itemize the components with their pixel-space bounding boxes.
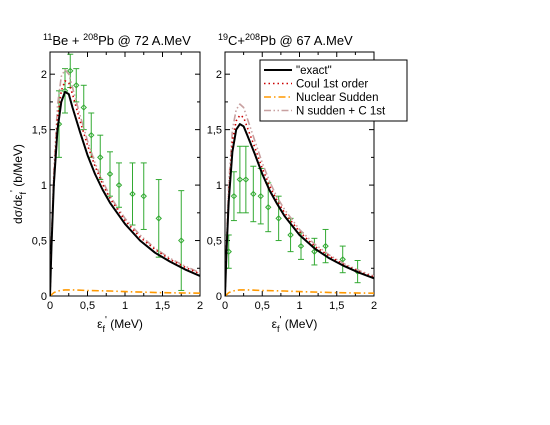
series-line xyxy=(225,123,374,296)
data-point xyxy=(80,104,87,111)
data-point xyxy=(230,192,238,200)
series-line xyxy=(225,103,374,296)
data-point xyxy=(106,170,114,178)
series-line xyxy=(50,90,200,296)
data-point xyxy=(236,176,244,183)
x-tick-label: 0,5 xyxy=(80,300,95,312)
data-point xyxy=(67,67,74,75)
y-tick-label: 1,5 xyxy=(32,125,47,137)
data-point xyxy=(178,237,185,244)
legend-label: N sudden + C 1st xyxy=(296,106,386,118)
legend-label: Coul 1st order xyxy=(296,79,368,91)
x-tick-label: 1 xyxy=(122,300,128,312)
data-point xyxy=(73,82,80,89)
data-point xyxy=(311,248,318,255)
data-point xyxy=(265,204,272,211)
series-line xyxy=(50,68,200,296)
series-line xyxy=(50,289,200,296)
chart-title: 19C+208Pb @ 67 A.MeV xyxy=(218,32,353,48)
data-point xyxy=(129,190,136,198)
data-point xyxy=(155,215,162,222)
data-point xyxy=(297,242,305,250)
data-point xyxy=(275,215,282,222)
x-tick-label: 0 xyxy=(47,300,53,312)
data-point xyxy=(322,242,329,250)
y-tick-label: 2 xyxy=(216,69,222,81)
data-point xyxy=(339,256,346,263)
right-panel: 0 0,5 1 1,5 2 0 0,5 1 1,5 2 19C+208Pb @ 67 A.MeV εf… xyxy=(207,32,408,334)
data-point xyxy=(88,131,95,139)
y-tick-label: 1 xyxy=(216,180,222,192)
data-point xyxy=(115,181,123,189)
x-tick-label: 0 xyxy=(222,300,228,312)
y-tick-label: 0,5 xyxy=(32,236,47,248)
data-point xyxy=(55,120,63,128)
data-point xyxy=(250,190,257,198)
data-point xyxy=(97,154,104,161)
chart-title: 11Be + 208Pb @ 72 A.MeV xyxy=(43,32,191,48)
x-tick-label: 1,5 xyxy=(329,300,344,312)
legend-label: "exact" xyxy=(296,65,332,77)
data-point xyxy=(140,192,147,200)
left-panel: 0 0,5 1 1,5 2 0 0,5 1 1,5 2 11Be + 208Pb @ 72 A.Me… xyxy=(9,32,203,334)
data-point xyxy=(242,176,250,183)
series-line xyxy=(50,80,200,296)
series-line xyxy=(225,289,374,296)
data-point xyxy=(257,192,264,200)
legend-label: Nuclear Sudden xyxy=(296,92,378,104)
y-tick-label: 2 xyxy=(41,69,47,81)
y-tick-label: 1,5 xyxy=(207,125,222,137)
x-tick-label: 2 xyxy=(197,300,203,312)
y-tick-label: 0 xyxy=(216,291,222,303)
x-tick-label: 2 xyxy=(371,300,377,312)
y-tick-label: 0 xyxy=(41,291,47,303)
y-tick-label: 0,5 xyxy=(207,236,222,248)
x-axis-label: εf' (MeV) xyxy=(272,315,318,334)
curves xyxy=(225,103,374,296)
x-tick-label: 0,5 xyxy=(255,300,270,312)
data-point xyxy=(287,231,294,239)
curves xyxy=(50,68,200,296)
x-axis-label: εf' (MeV) xyxy=(97,315,143,334)
y-tick-label: 1 xyxy=(41,180,47,192)
x-tick-label: 1 xyxy=(296,300,302,312)
x-tick-label: 1,5 xyxy=(155,300,170,312)
y-axis-label: dσ/dεf' (b/MeV) xyxy=(9,144,28,224)
